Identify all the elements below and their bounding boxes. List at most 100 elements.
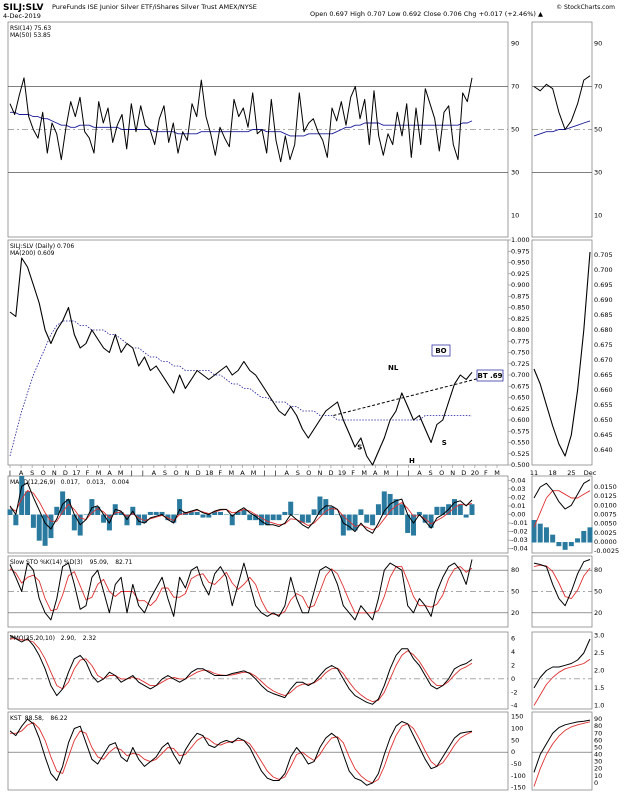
pattern-label: S (357, 443, 362, 451)
kst-ytick-label: -50 (511, 760, 522, 768)
inset-ytick-label: 0.695 (594, 281, 613, 289)
inset-ytick-label: 1.0 (594, 702, 604, 710)
kst-ytick-label: 100 (511, 725, 523, 733)
macd-ytick-label: 0.02 (511, 493, 525, 501)
macd-hist-bar (118, 511, 124, 515)
macd-hist-bar (411, 514, 417, 536)
rsi-ytick-label: 10 (511, 212, 519, 220)
macd-hist-bar (194, 511, 200, 515)
inset-x-axis-label: 11 (530, 469, 538, 477)
macd-hist-bar (60, 491, 66, 515)
kst-ytick-label: 150 (511, 713, 523, 721)
macd-hist-bar (7, 509, 13, 515)
x-axis-label: J (395, 469, 398, 477)
x-axis-label: N (317, 469, 322, 477)
inset-x-axis-label: Dec (584, 469, 597, 477)
rsi-ytick-label: 50 (511, 126, 519, 134)
macd-hist-bar (212, 511, 218, 515)
price-ytick-label: 0.550 (511, 439, 530, 447)
kst-ytick-label: -150 (511, 784, 526, 792)
x-axis-label: A (107, 469, 112, 477)
macd-hist-bar (48, 514, 54, 539)
macd-hist-bar (177, 499, 183, 515)
x-axis-label: M (251, 469, 257, 477)
x-axis-label: 18 (205, 469, 213, 477)
inset-macd-hist-bar (587, 527, 593, 543)
inset-x-axis-label: 25 (567, 469, 575, 477)
macd-hist-bar (95, 506, 101, 515)
pmo-legend-0: PMO(35,20,10) (10, 635, 55, 642)
kst-legend-2: 86.22 (50, 715, 67, 722)
inset-ytick-label: 0.0050 (594, 520, 617, 528)
x-axis-label: A (417, 469, 422, 477)
x-axis-label: S (30, 469, 34, 477)
macd-hist-bar (381, 491, 387, 515)
x-axis-label: A (240, 469, 245, 477)
x-axis-label: O (41, 469, 46, 477)
macd-hist-bar (136, 514, 142, 526)
price-line (9, 257, 473, 466)
macd-hist-bar (288, 501, 294, 515)
macd-hist-bar (229, 514, 235, 526)
macd-hist-bar (13, 514, 19, 526)
x-axis-label: M (494, 469, 500, 477)
inset-ytick-label: 0.675 (594, 341, 613, 349)
kst-legend-0: KST (10, 715, 22, 722)
macd-hist-bar (247, 514, 253, 521)
inset-ytick-label: 30 (594, 758, 602, 766)
pmo-signal-line (10, 638, 473, 703)
macd-legend-2: 0.013, (86, 479, 105, 486)
price-ytick-label: 0.750 (511, 349, 530, 357)
x-axis-label: A (152, 469, 157, 477)
pmo-ytick-label: 6 (511, 635, 515, 643)
price-inset-frame (531, 239, 593, 466)
macd-hist-bar (393, 499, 399, 515)
x-axis-label: O (306, 469, 311, 477)
pmo-line (9, 634, 473, 705)
macd-hist-bar (147, 511, 153, 515)
price-ytick-label: 0.600 (511, 416, 530, 424)
price-ytick-label: 0.500 (511, 461, 530, 469)
price-ytick-label: 0.900 (511, 281, 530, 289)
kst-ytick-label: 50 (511, 736, 519, 744)
inset-price-line (533, 251, 591, 457)
macd-hist-bar (469, 504, 475, 515)
inset-ytick-label: 0.0000 (594, 538, 617, 546)
macd-hist-bar (317, 496, 323, 515)
inset-ytick-label: 0.700 (594, 266, 613, 274)
macd-hist-bar (370, 514, 376, 526)
x-axis-label: O (173, 469, 178, 477)
macd-inset-frame (531, 475, 593, 554)
x-axis-label: J (8, 469, 11, 477)
pmo-legend-1: 2.90, (61, 635, 76, 642)
pmo-ytick-label: -2 (511, 688, 517, 696)
sto-line (9, 559, 473, 621)
inset-ytick-label: 20 (594, 609, 602, 617)
rsi-ytick-label: 70 (511, 83, 519, 91)
inset-ytick-label: 90 (594, 715, 602, 723)
macd-hist-bar (264, 514, 270, 526)
price-ytick-label: 0.800 (511, 326, 530, 334)
macd-ytick-label: 0.00 (511, 511, 525, 519)
price-ytick-label: 1.000 (511, 236, 530, 244)
rsi-legend-0: RSI(14) 75.63 (10, 25, 51, 32)
macd-hist-bar (241, 509, 247, 515)
inset-ytick-label: 0.705 (594, 251, 613, 259)
inset-ytick-label: -0.0025 (594, 547, 619, 555)
macd-hist-bar (223, 514, 229, 515)
inset-ytick-label: 60 (594, 736, 602, 744)
symbol-description: PureFunds ISE Junior Silver ETF/iShares … (52, 3, 257, 11)
macd-hist-bar (19, 476, 25, 515)
sto-ytick-label: 20 (511, 609, 519, 617)
inset-rsi-line (533, 75, 591, 130)
macd-hist-bar (440, 506, 446, 515)
macd-hist-bar (340, 514, 346, 536)
macd-hist-bar (358, 509, 364, 515)
bt-box (476, 369, 504, 382)
x-axis-label: M (361, 469, 367, 477)
inset-x-axis-label: 18 (549, 469, 557, 477)
inset-ytick-label: 2.5 (594, 649, 604, 657)
sto-legend-0: Slow STO %K(14) %D(3) (10, 559, 83, 566)
inset-ytick-label: 0.650 (594, 416, 613, 424)
